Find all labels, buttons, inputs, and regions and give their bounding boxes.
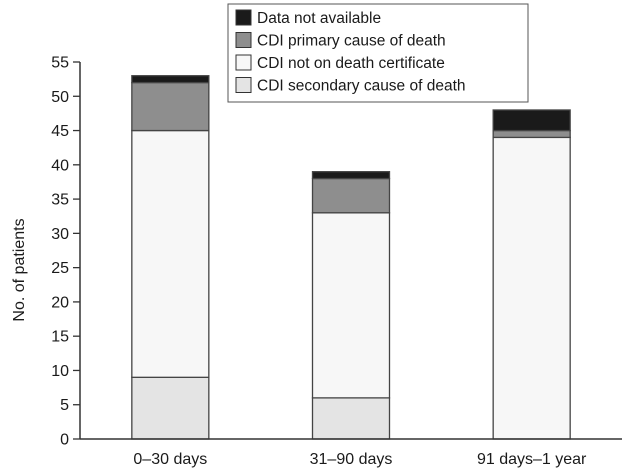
bars-layer (131, 75, 571, 440)
legend-swatch (235, 32, 252, 48)
legend-label: CDI not on death certificate (257, 55, 445, 72)
legend: Data not available CDI primary cause of d… (227, 3, 529, 103)
y-tick-label: 15 (51, 329, 69, 346)
y-tick-label: 0 (60, 432, 69, 449)
bar-segment (311, 397, 391, 440)
bar-segment (311, 212, 391, 399)
legend-label: Data not available (257, 10, 381, 27)
y-tick-label: 30 (51, 226, 69, 243)
y-tick-label: 55 (51, 55, 69, 72)
bar-segment (131, 129, 210, 378)
legend-swatch (235, 77, 252, 93)
bar-segment (492, 129, 571, 139)
legend-swatch (235, 54, 252, 71)
legend-swatch (235, 9, 252, 26)
bar-segment (131, 81, 210, 132)
bar-segment (311, 171, 391, 180)
y-tick-label: 20 (51, 294, 69, 311)
bar-segment (492, 109, 571, 132)
y-tick-label: 25 (51, 260, 69, 277)
x-category-label: 91 days–1 year (477, 451, 587, 468)
legend-label: CDI primary cause of death (257, 33, 446, 50)
y-tick-label: 5 (60, 397, 69, 414)
y-tick-label: 35 (51, 192, 69, 209)
y-tick-label: 40 (51, 157, 69, 174)
legend-box (227, 3, 529, 103)
bar-segment (311, 177, 391, 214)
bar-segment (131, 376, 210, 440)
y-tick-label: 10 (51, 363, 69, 380)
bar-segment (131, 75, 210, 84)
legend-label: CDI secondary cause of death (257, 78, 466, 95)
x-category-label: 31–90 days (310, 451, 393, 468)
y-tick-label: 50 (51, 89, 69, 106)
x-axis-labels: 0–30 days 31–90 days 91 days–1 year (133, 451, 587, 468)
y-axis-title: No. of patients (11, 218, 28, 321)
y-tick-label: 45 (51, 123, 69, 140)
bar-segment (492, 136, 571, 440)
x-category-label: 0–30 days (133, 451, 207, 468)
y-axis-ticks: 0 5 10 15 20 25 30 35 40 45 50 55 (51, 55, 80, 449)
